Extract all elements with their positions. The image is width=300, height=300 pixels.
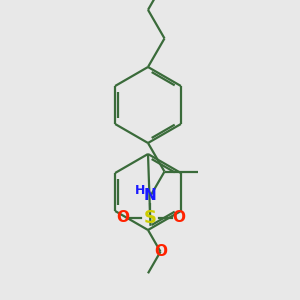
Text: O: O xyxy=(116,210,129,225)
Text: O: O xyxy=(172,210,185,225)
Text: O: O xyxy=(154,244,167,259)
Text: S: S xyxy=(144,209,157,227)
Text: H: H xyxy=(135,184,146,197)
Text: N: N xyxy=(144,188,157,203)
